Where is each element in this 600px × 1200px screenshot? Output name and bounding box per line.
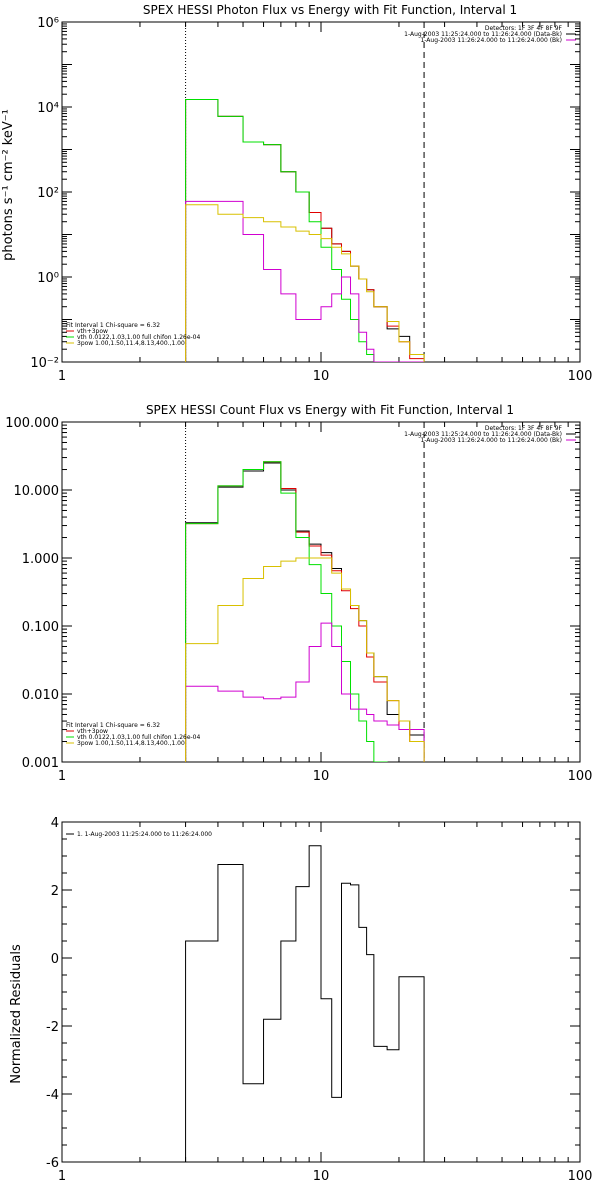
series-group: [185, 461, 425, 762]
y-tick-label: 10⁻²: [30, 356, 59, 371]
info-line: Detectors: 1F 3F 4F 8F 9F: [485, 25, 563, 32]
photon-flux-panel: SPEX HESSI Photon Flux vs Energy with Fi…: [1, 3, 592, 384]
y-tick-label: 4: [51, 816, 59, 831]
series-group: [185, 99, 425, 362]
y-tick-label: 10⁰: [37, 271, 59, 286]
x-tick-label: 1: [58, 1169, 66, 1184]
series-line-1: [185, 461, 425, 762]
series-line-2: [185, 99, 425, 362]
x-tick-label: 100: [568, 769, 593, 784]
x-tick-label: 100: [568, 369, 593, 384]
photon-flux-ylabel: photons s⁻¹ cm⁻² keV⁻¹: [1, 109, 16, 261]
legend-entry: vth+3pow: [77, 728, 108, 735]
count-flux-title: SPEX HESSI Count Flux vs Energy with Fit…: [146, 403, 514, 417]
legend-entry: 1. 1-Aug-2003 11:25:24.000 to 11:26:24.0…: [77, 831, 212, 838]
series-line-3: [185, 622, 425, 762]
series-line-4: [185, 557, 425, 762]
x-tick-label: 10: [313, 769, 330, 784]
info-line: 1-Aug-2003 11:26:24.000 to 11:26:24.000 …: [420, 437, 562, 444]
y-tick-label: 0.010: [22, 688, 59, 703]
y-tick-label: -2: [46, 1020, 59, 1035]
legend-entry: Fit Interval 1 Chi-square = 6.32: [66, 722, 160, 729]
y-tick-label: -6: [46, 1156, 59, 1171]
series-line-3: [185, 200, 425, 362]
series-group: [185, 845, 425, 1162]
photon-flux-title: SPEX HESSI Photon Flux vs Energy with Fi…: [143, 3, 517, 17]
residuals-panel: Normalized Residuals 1 10 100 -6 -4 -2 0 2 4 1. 1…: [9, 816, 592, 1184]
y-tick-label: 10.000: [14, 484, 60, 499]
y-tick-label: 100.000: [5, 416, 59, 431]
series-line-0: [185, 462, 425, 762]
legend-entry: vth 0.0122,1.03,1.00 full chifon 1.26e-0…: [77, 734, 200, 741]
info-line: 1-Aug-2003 11:25:24.000 to 11:26:24.000 …: [404, 431, 562, 438]
series-line-2: [185, 461, 425, 762]
series-line-0: [185, 845, 425, 1162]
x-tick-label: 1: [58, 369, 66, 384]
y-tick-label: 0.001: [22, 756, 59, 771]
y-tick-label: 10⁴: [37, 101, 59, 116]
y-tick-label: 0.100: [22, 620, 59, 635]
legend-entry: vth 0.0122,1.03,1.00 full chifon 1.26e-0…: [77, 334, 200, 341]
residuals-ylabel: Normalized Residuals: [9, 944, 24, 1084]
info-line: 1-Aug-2003 11:26:24.000 to 11:26:24.000 …: [420, 37, 562, 44]
y-tick-label: 10⁶: [37, 16, 59, 31]
legend-entry: vth+3pow: [77, 328, 108, 335]
y-tick-label: 1.000: [22, 552, 59, 567]
info-line: Detectors: 1F 3F 4F 8F 9F: [485, 425, 563, 432]
info-line: 1-Aug-2003 11:25:24.000 to 11:26:24.000 …: [404, 31, 562, 38]
x-tick-label: 10: [313, 369, 330, 384]
x-tick-label: 1: [58, 769, 66, 784]
x-tick-label: 100: [568, 1169, 593, 1184]
y-tick-label: -4: [46, 1088, 59, 1103]
count-flux-panel: SPEX HESSI Count Flux vs Energy with Fit…: [5, 403, 592, 784]
x-tick-label: 10: [313, 1169, 330, 1184]
legend-entry: 3pow 1.00,1.50,11.4,8.13,400.,1.00: [77, 740, 185, 747]
y-tick-label: 10²: [37, 186, 59, 201]
series-line-4: [185, 204, 425, 362]
legend-entry: Fit Interval 1 Chi-square = 6.32: [66, 322, 160, 329]
legend-entry: 3pow 1.00,1.50,11.4,8.13,400.,1.00: [77, 340, 185, 347]
y-tick-label: 0: [51, 952, 59, 967]
y-tick-label: 2: [51, 884, 59, 899]
